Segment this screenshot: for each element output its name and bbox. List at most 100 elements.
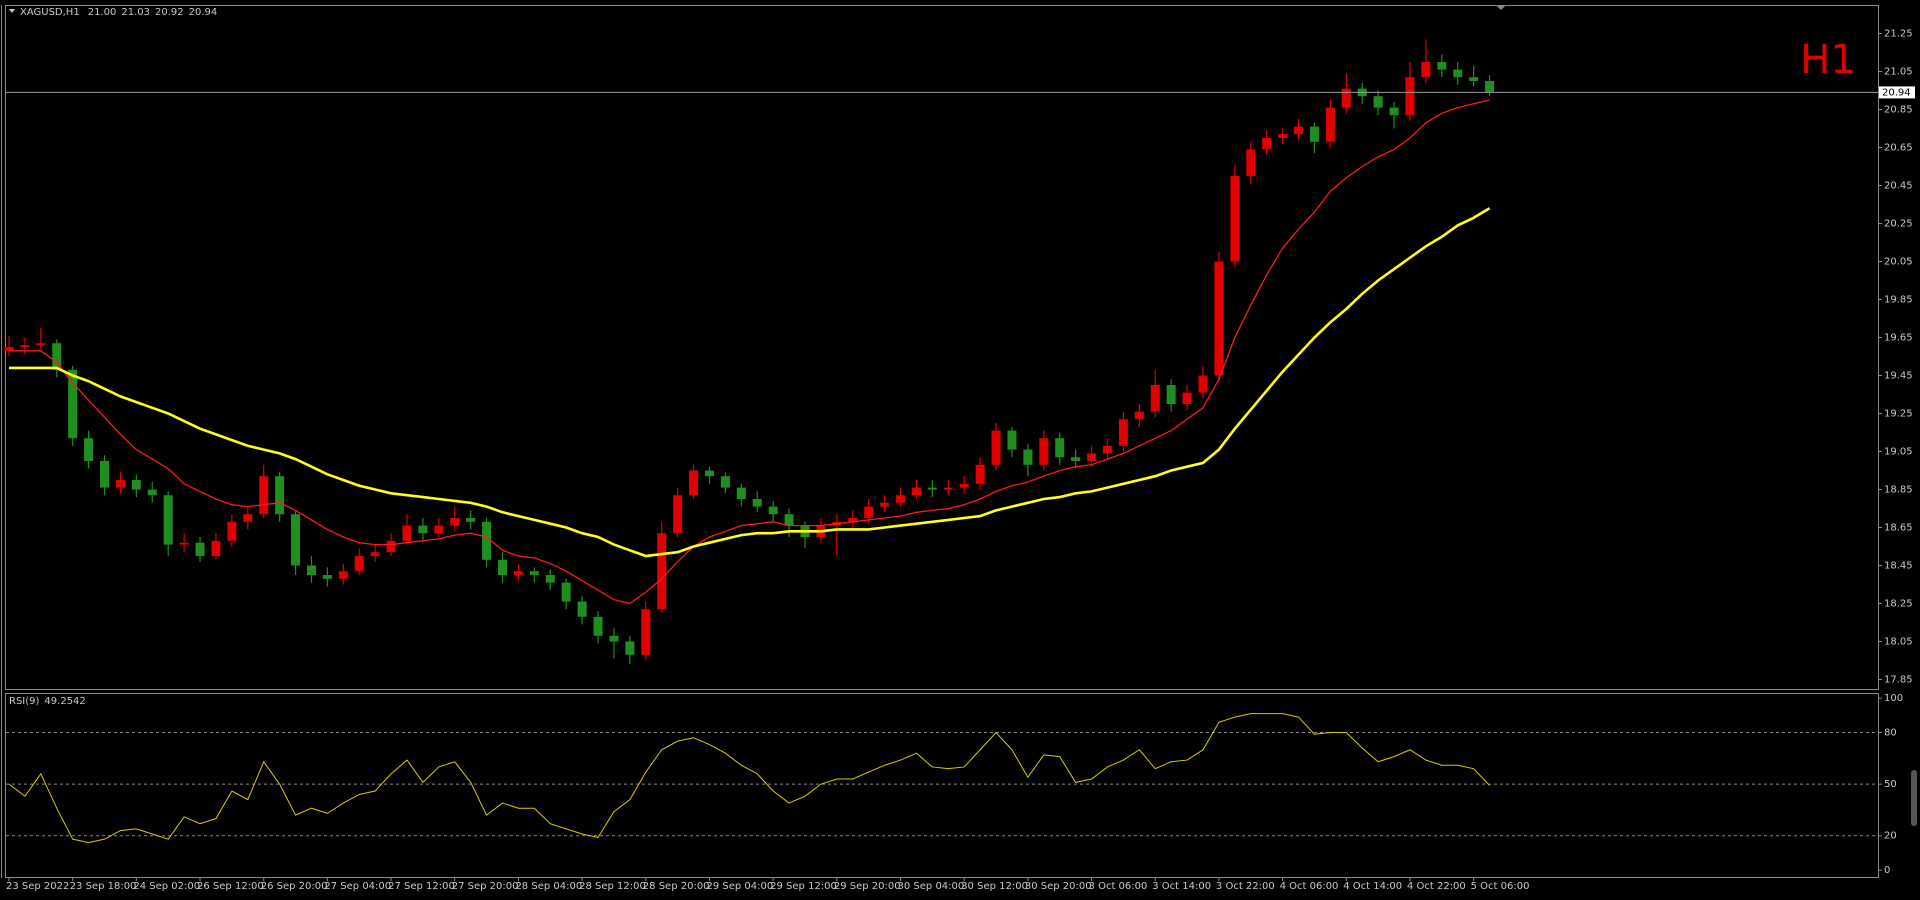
candle-body xyxy=(689,470,699,496)
x-tick-label: 4 Oct 14:00 xyxy=(1343,881,1402,892)
candle-body xyxy=(545,575,555,583)
moving-average-line xyxy=(9,207,1491,558)
shift-marker[interactable] xyxy=(1496,5,1506,10)
y-tick-label: 20.05 xyxy=(1884,257,1913,268)
candle-body xyxy=(1262,138,1272,150)
candle-body xyxy=(1453,69,1463,78)
y-tick-label: 20.65 xyxy=(1884,143,1913,154)
candle-body xyxy=(163,495,173,545)
candle-body xyxy=(36,343,46,346)
timeframe-label: H1 xyxy=(1800,37,1856,83)
candle-body xyxy=(1055,438,1065,458)
candle-body xyxy=(1485,81,1495,93)
candle-body xyxy=(84,438,94,461)
candle-body xyxy=(991,430,1001,465)
current-price-label: 20.94 xyxy=(1882,87,1911,98)
candle-body xyxy=(434,525,444,534)
y-tick-label: 21.25 xyxy=(1884,29,1913,40)
x-tick-label: 27 Sep 20:00 xyxy=(452,881,519,892)
rsi-y-tick-label: 50 xyxy=(1884,779,1897,790)
candle-body xyxy=(1469,77,1479,81)
candle-body xyxy=(306,565,316,575)
candle-body xyxy=(1294,126,1304,135)
x-tick-label: 28 Sep 20:00 xyxy=(643,881,710,892)
y-tick-label: 18.65 xyxy=(1884,523,1913,534)
candle-body xyxy=(657,533,667,610)
x-tick-label: 28 Sep 12:00 xyxy=(579,881,646,892)
rsi-line xyxy=(8,713,1490,844)
candle-body xyxy=(1373,96,1383,108)
candle-body xyxy=(211,540,221,556)
x-tick-label: 30 Sep 04:00 xyxy=(898,881,965,892)
x-tick-label: 3 Oct 22:00 xyxy=(1216,881,1275,892)
candle-body xyxy=(370,552,380,556)
candle-body xyxy=(354,556,364,572)
candle-body xyxy=(561,582,571,602)
candle-body xyxy=(1182,392,1192,404)
candle-body xyxy=(848,518,858,522)
candle-body xyxy=(943,487,953,490)
candle-body xyxy=(1405,77,1415,116)
candle-body xyxy=(275,476,285,515)
candle-body xyxy=(1246,149,1256,176)
y-tick-label: 19.05 xyxy=(1884,447,1913,458)
y-tick-label: 19.25 xyxy=(1884,409,1913,420)
candle-body xyxy=(498,559,508,575)
candle-body xyxy=(752,499,762,507)
candle-body xyxy=(736,487,746,499)
candle-body xyxy=(1230,176,1240,262)
candle-body xyxy=(115,480,125,488)
candle-body xyxy=(1166,385,1176,404)
x-tick-label: 3 Oct 14:00 xyxy=(1152,881,1211,892)
x-tick-label: 27 Sep 12:00 xyxy=(388,881,455,892)
candle-body xyxy=(1278,134,1288,138)
candle-body xyxy=(1039,438,1049,465)
candle-body xyxy=(927,487,937,490)
candle-body xyxy=(864,506,874,518)
menu-arrow[interactable] xyxy=(9,9,15,13)
x-tick-label: 5 Oct 06:00 xyxy=(1471,881,1530,892)
low-label: 20.92 xyxy=(155,7,184,18)
y-tick-label: 18.05 xyxy=(1884,637,1913,648)
candle-body xyxy=(975,464,985,484)
moving-average-line xyxy=(9,99,1490,605)
candle-body xyxy=(625,641,635,655)
x-tick-label: 24 Sep 02:00 xyxy=(133,881,200,892)
candle-body xyxy=(4,347,14,351)
rsi-current-value: 49.2542 xyxy=(44,696,85,707)
candle-body xyxy=(338,571,348,579)
x-tick-label: 23 Sep 18:00 xyxy=(70,881,137,892)
candle-body xyxy=(243,514,253,522)
y-tick-label: 19.65 xyxy=(1884,333,1913,344)
candle-body xyxy=(1341,88,1351,108)
candle-body xyxy=(1087,453,1097,461)
current-price-tag xyxy=(1879,86,1915,99)
y-tick-label: 20.25 xyxy=(1884,219,1913,230)
candle-body xyxy=(768,506,778,515)
y-tick-label: 18.85 xyxy=(1884,485,1913,496)
candle-body xyxy=(880,502,890,507)
candle-body xyxy=(1023,449,1033,465)
candle-body xyxy=(322,575,332,579)
x-tick-label: 29 Sep 12:00 xyxy=(770,881,837,892)
x-tick-label: 3 Oct 06:00 xyxy=(1089,881,1148,892)
candle-body xyxy=(1134,411,1144,420)
rsi-panel-frame xyxy=(5,693,1879,878)
candle-body xyxy=(673,495,683,534)
candle-body xyxy=(1198,375,1208,393)
candle-body xyxy=(1102,445,1112,454)
scroll-handle[interactable] xyxy=(1911,770,1917,826)
candle-body xyxy=(179,542,189,545)
candle-body xyxy=(1150,385,1160,412)
x-tick-label: 29 Sep 20:00 xyxy=(834,881,901,892)
y-tick-label: 18.25 xyxy=(1884,599,1913,610)
rsi-name: RSI(9) xyxy=(9,696,40,707)
y-tick-label: 19.85 xyxy=(1884,295,1913,306)
y-tick-label: 20.85 xyxy=(1884,105,1913,116)
candle-body xyxy=(1325,107,1335,142)
candle-body xyxy=(466,518,476,522)
candle-body xyxy=(704,470,714,477)
